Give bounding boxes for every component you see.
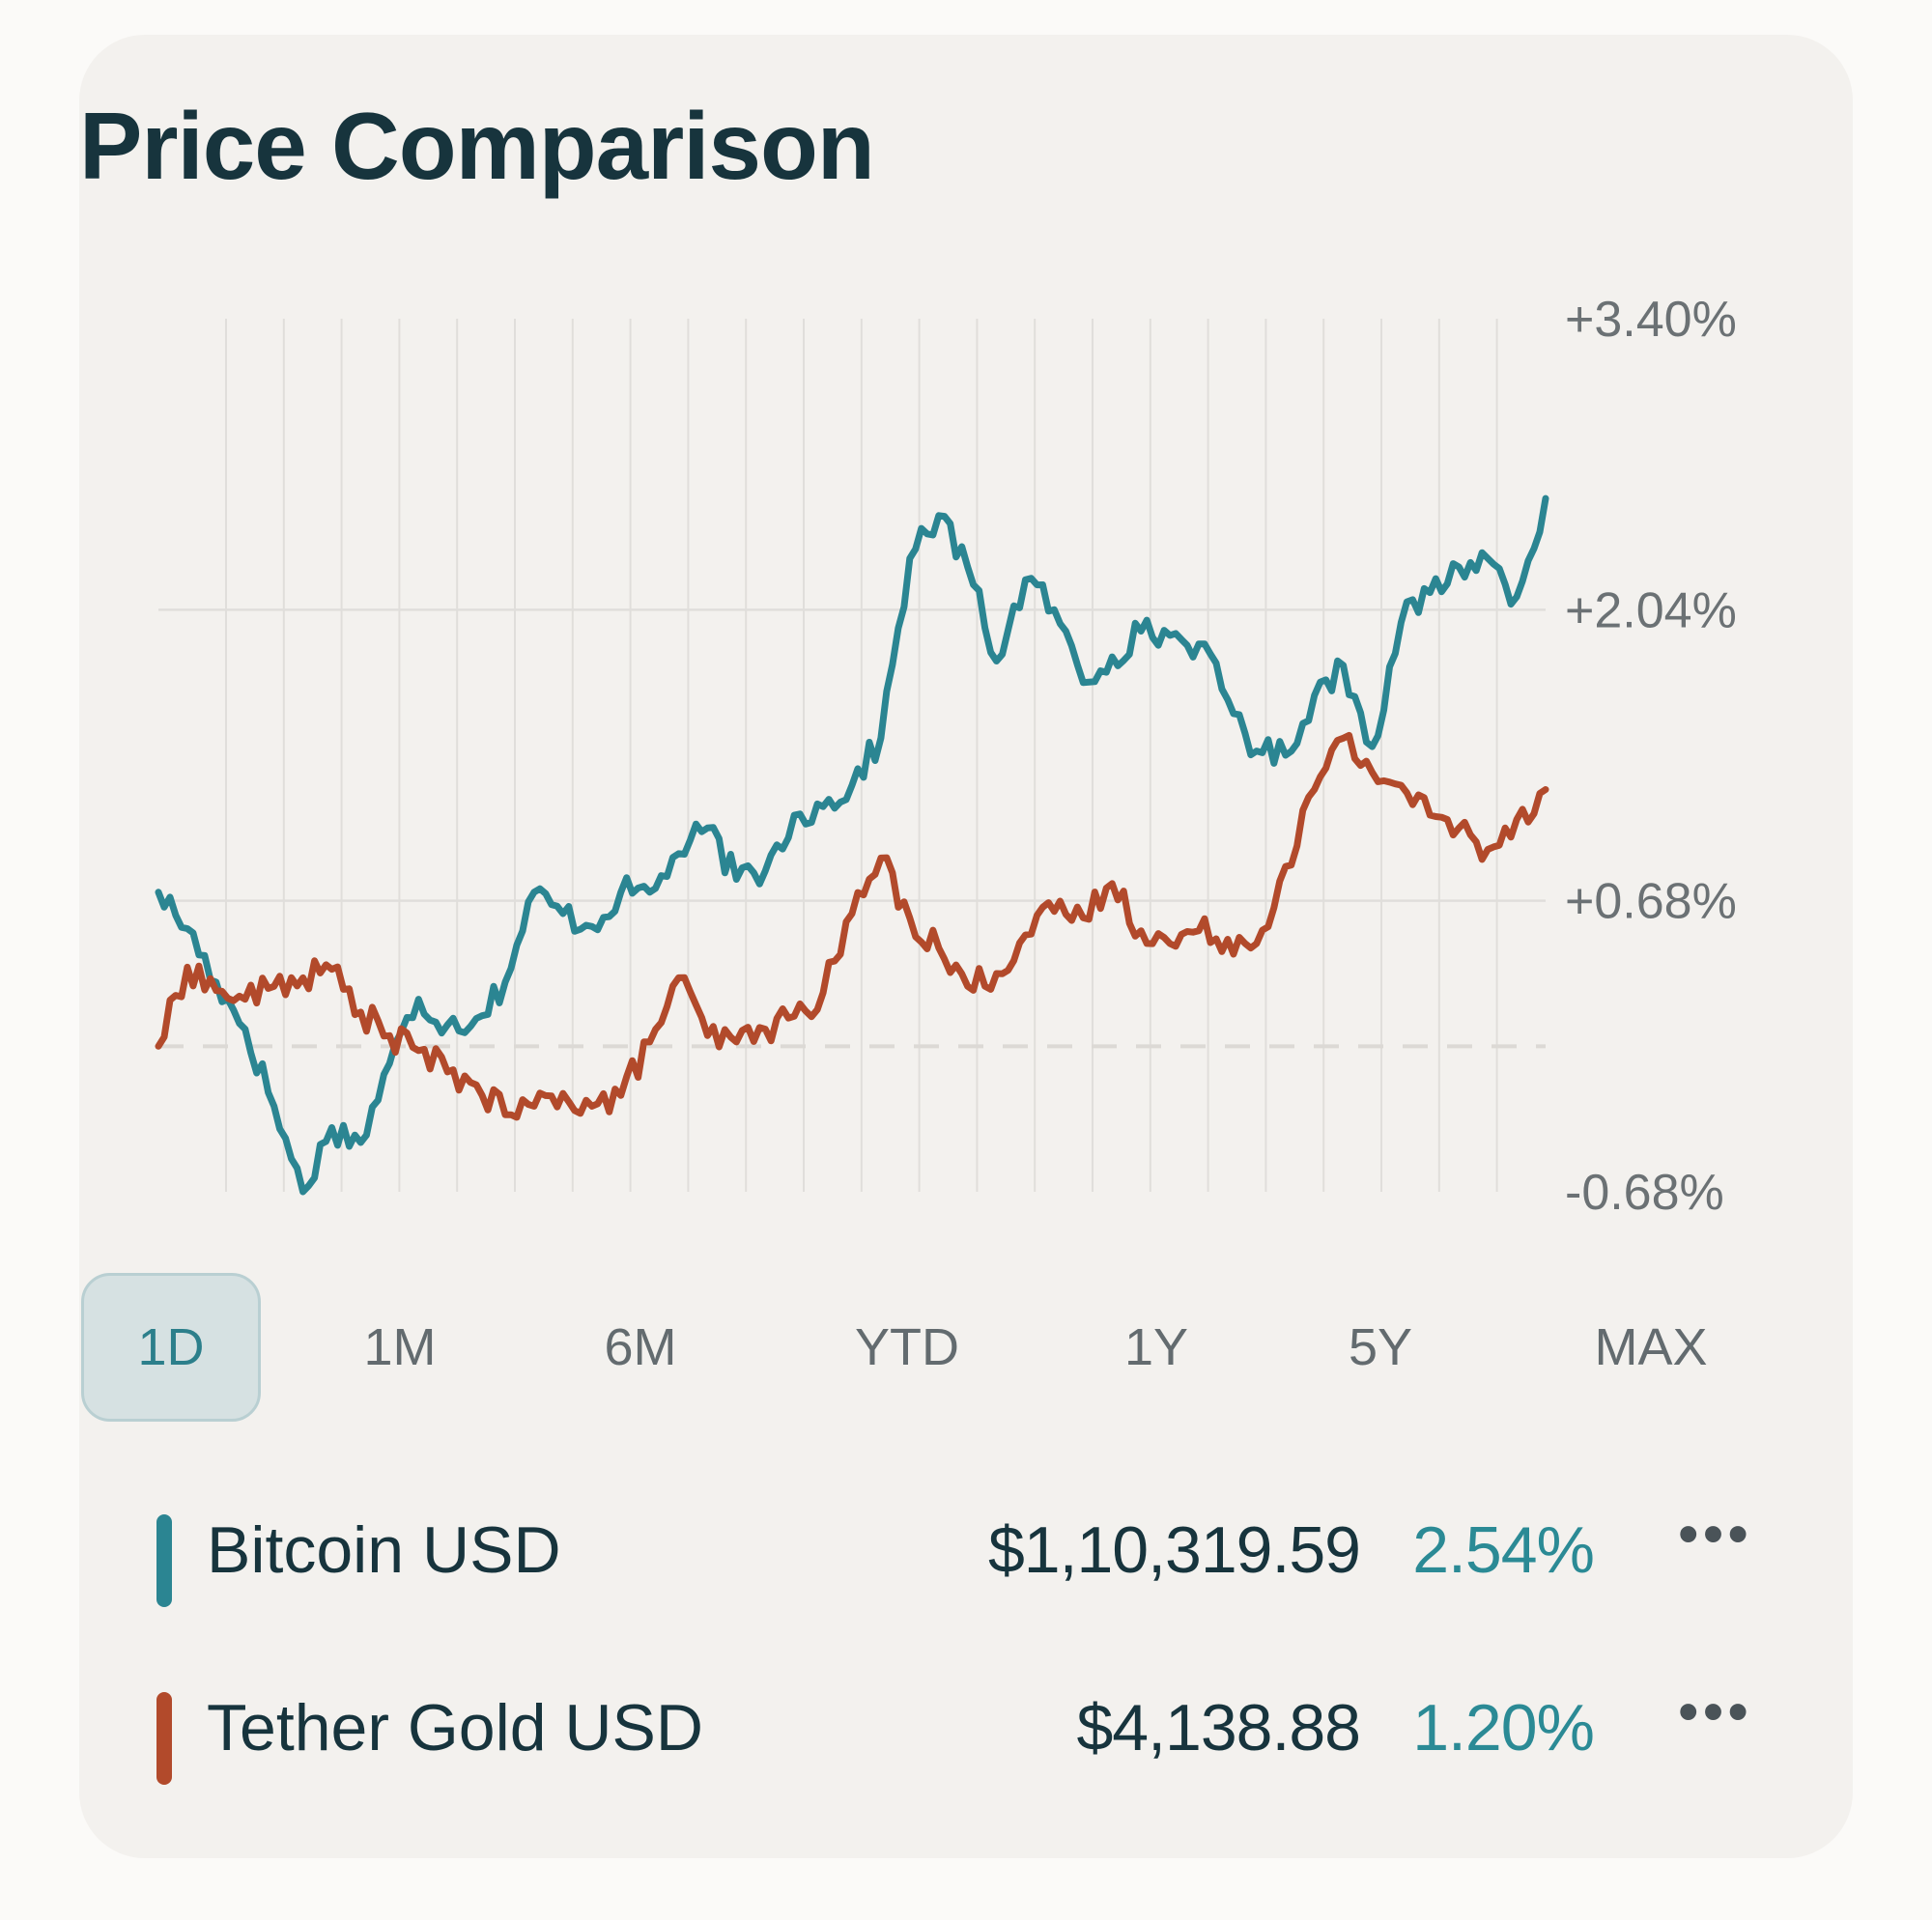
horizontal-gridlines xyxy=(158,608,1546,902)
range-button-1y[interactable]: 1Y xyxy=(1123,1318,1189,1376)
more-horizontal-icon[interactable]: ••• xyxy=(1677,1501,1752,1567)
asset-change: 2.54% xyxy=(1412,1513,1595,1587)
legend-swatch-tether-gold xyxy=(156,1692,172,1785)
time-range-selector: 1D 1M 6M YTD 1Y 5Y MAX xyxy=(79,1273,1812,1426)
y-tick-label: +0.68% xyxy=(1565,874,1737,930)
y-tick-label: -0.68% xyxy=(1565,1165,1724,1221)
price-comparison-card xyxy=(79,35,1853,1858)
range-button-6m[interactable]: 6M xyxy=(604,1318,677,1376)
y-tick-label: +2.04% xyxy=(1565,582,1737,638)
series-line-tether-gold xyxy=(155,731,1549,1121)
more-horizontal-icon[interactable]: ••• xyxy=(1677,1679,1752,1745)
range-button-max[interactable]: MAX xyxy=(1594,1318,1708,1376)
y-tick-label: +3.40% xyxy=(1565,292,1737,348)
range-button-1m[interactable]: 1M xyxy=(363,1318,437,1376)
series-line-bitcoin xyxy=(155,494,1549,1196)
legend-row-tether-gold: Tether Gold USD $4,138.88 1.20% ••• xyxy=(79,1677,1777,1785)
page-title: Price Comparison xyxy=(79,93,875,199)
y-axis-labels: +3.40% +2.04% +0.68% -0.68% xyxy=(1565,292,1737,1221)
vertical-gridlines xyxy=(225,319,1498,1192)
range-button-ytd[interactable]: YTD xyxy=(855,1318,959,1376)
asset-price: $4,138.88 xyxy=(1076,1691,1361,1765)
asset-change: 1.20% xyxy=(1412,1691,1595,1765)
asset-price: $1,10,319.59 xyxy=(987,1513,1361,1587)
legend-swatch-bitcoin xyxy=(156,1514,172,1607)
legend-row-bitcoin: Bitcoin USD $1,10,319.59 2.54% ••• xyxy=(79,1499,1777,1607)
asset-name: Bitcoin USD xyxy=(207,1513,561,1587)
asset-name: Tether Gold USD xyxy=(207,1691,703,1765)
range-button-5y[interactable]: 5Y xyxy=(1348,1318,1413,1376)
range-button-1d[interactable]: 1D xyxy=(81,1273,261,1422)
